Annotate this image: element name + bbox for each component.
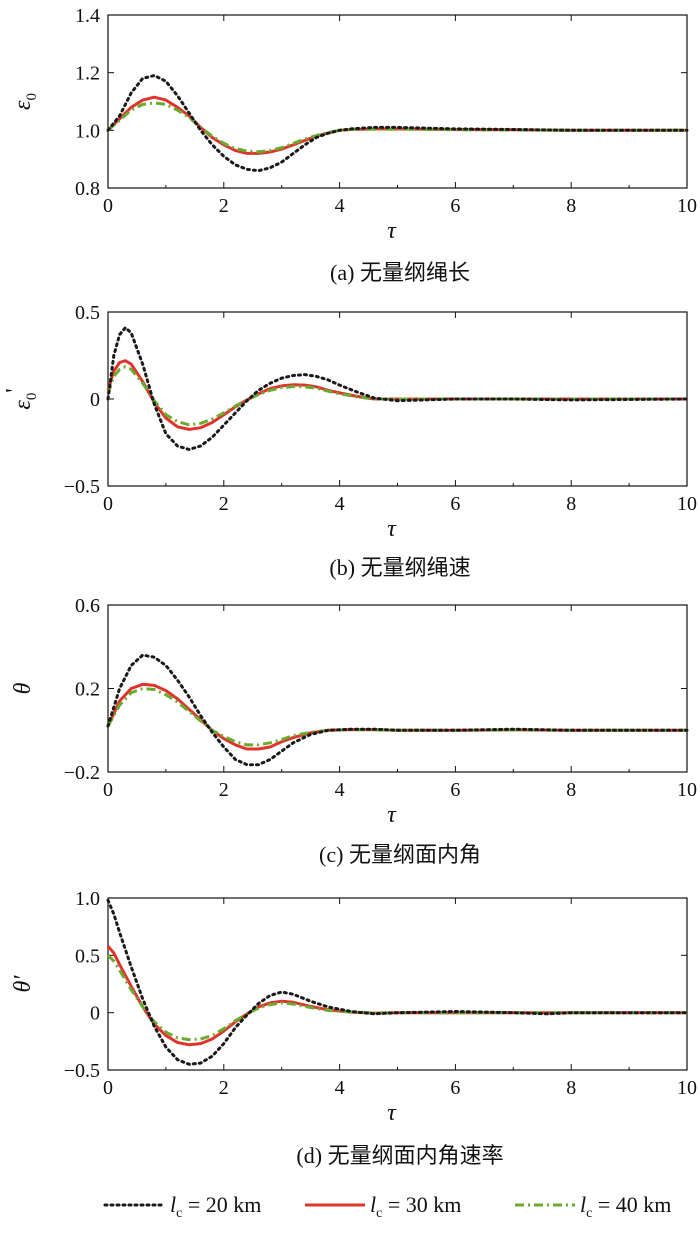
y-axis-label: ε0 xyxy=(10,93,40,110)
panel-caption: (c) 无量纲面内角 xyxy=(319,842,481,867)
series-line-30km xyxy=(106,95,687,155)
legend-label: lc = 20 km xyxy=(170,1192,261,1221)
x-tick-label: 2 xyxy=(219,493,229,515)
y-tick-label: 0.5 xyxy=(75,945,100,967)
series-line-20km xyxy=(106,653,689,767)
series-line-20km xyxy=(106,326,689,451)
x-tick-label: 6 xyxy=(450,779,460,801)
x-tick-label: 8 xyxy=(566,195,576,217)
x-tick-label: 0 xyxy=(103,1077,113,1099)
y-tick-label: 1.2 xyxy=(75,63,100,85)
x-tick-label: 10 xyxy=(677,195,697,217)
y-tick-label: 0.2 xyxy=(75,679,100,701)
x-tick-label: 6 xyxy=(450,1077,460,1099)
chart-panel-1: 0 2 4 6 8 10 0.8 1.0 1.2 1.4 τ ε0 (a) 无量纲绳长 xyxy=(10,5,697,285)
y-axis-label: θ xyxy=(10,682,36,694)
x-tick-label: 4 xyxy=(335,195,345,217)
x-tick-label: 10 xyxy=(677,1077,697,1099)
x-tick-label: 0 xyxy=(103,195,113,217)
series-line-30km xyxy=(106,945,687,1047)
panel-caption: (d) 无量纲面内角速率 xyxy=(296,1143,503,1168)
series-line-40km xyxy=(106,365,687,427)
y-tick-label: −0.5 xyxy=(64,476,100,498)
x-tick-label: 4 xyxy=(335,779,345,801)
x-axis-label: τ xyxy=(387,1100,397,1126)
y-tick-label: 0 xyxy=(90,389,100,411)
x-axis-label: τ xyxy=(387,218,397,244)
plot-frame xyxy=(107,14,688,189)
x-tick-label: 4 xyxy=(335,1077,345,1099)
x-axis-label: τ xyxy=(387,516,397,542)
legend-label: lc = 30 km xyxy=(370,1192,461,1221)
y-axis-label: θ′ xyxy=(10,975,36,993)
x-tick-label: 6 xyxy=(450,195,460,217)
y-tick-label: 0 xyxy=(90,1003,100,1025)
x-tick-label: 2 xyxy=(219,1077,229,1099)
x-tick-label: 10 xyxy=(677,493,697,515)
y-tick-label: 0.8 xyxy=(75,178,100,200)
series-line-40km xyxy=(107,101,687,154)
y-tick-label: 1.0 xyxy=(75,888,100,910)
x-tick-label: 8 xyxy=(566,493,576,515)
series-line-30km xyxy=(106,682,687,751)
legend-label: lc = 40 km xyxy=(580,1192,671,1221)
x-tick-label: 2 xyxy=(219,195,229,217)
x-tick-label: 4 xyxy=(335,493,345,515)
series-line-20km xyxy=(106,898,689,1066)
x-axis-label: τ xyxy=(387,802,397,828)
y-tick-label: 1.4 xyxy=(75,5,100,27)
x-tick-label: 0 xyxy=(103,779,113,801)
y-tick-label: −0.2 xyxy=(64,762,100,784)
series-line-40km xyxy=(106,954,687,1042)
series-line-40km xyxy=(106,687,687,747)
y-tick-label: 0.5 xyxy=(75,302,100,324)
panel-caption: (b) 无量纲绳速 xyxy=(329,555,470,580)
y-tick-label: 1.0 xyxy=(75,120,100,142)
x-tick-label: 6 xyxy=(450,493,460,515)
x-tick-label: 8 xyxy=(566,779,576,801)
plot-frame xyxy=(107,604,688,773)
x-tick-label: 10 xyxy=(677,779,697,801)
x-tick-label: 2 xyxy=(219,779,229,801)
y-axis-label: ε0' xyxy=(2,388,40,409)
x-tick-label: 0 xyxy=(103,493,113,515)
chart-panel-3: 0 2 4 6 8 10 −0.2 0.2 0.6 τ θ (c) 无量纲面内角 xyxy=(10,595,697,867)
x-tick-label: 8 xyxy=(566,1077,576,1099)
chart-panel-4: 0 2 4 6 8 10−0.500.51.0τθ′(d) 无量纲面内角速率 xyxy=(10,888,697,1168)
panel-caption: (a) 无量纲绳长 xyxy=(330,260,470,285)
y-tick-label: −0.5 xyxy=(64,1060,100,1082)
series-line-20km xyxy=(106,74,689,173)
y-tick-label: 0.6 xyxy=(75,595,100,617)
series-line-30km xyxy=(106,359,687,431)
legend: lc = 20 km lc = 30 km lc = 40 km xyxy=(103,1192,671,1221)
